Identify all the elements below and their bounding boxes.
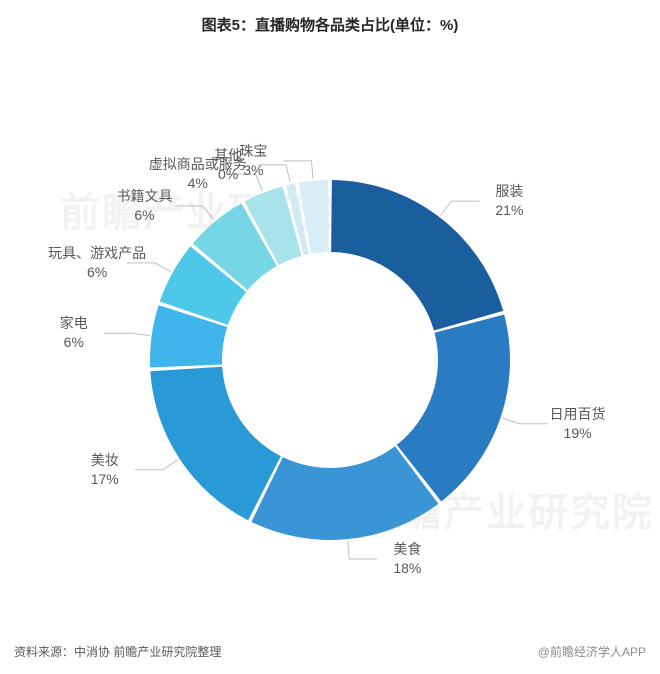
chart-title: 图表5：直播购物各品类占比(单位：%) (0, 14, 660, 35)
slice-label-value: 17% (91, 471, 119, 487)
slice-label: 玩具、游戏产品 6% (48, 244, 146, 282)
slice-label: 珠宝 3% (239, 142, 267, 180)
donut-slice (150, 367, 280, 520)
leader-line (283, 161, 313, 179)
slice-label-value: 6% (134, 207, 154, 223)
donut-chart (0, 0, 660, 674)
slice-label-value: 21% (495, 202, 523, 218)
leader-line (104, 333, 150, 335)
leader-line (503, 418, 548, 424)
leader-line (348, 541, 378, 559)
slice-label-name: 珠宝 (239, 143, 267, 159)
slice-label-value: 6% (64, 334, 84, 350)
slice-label-name: 日用百货 (550, 406, 606, 422)
slice-label: 美食 18% (393, 540, 421, 578)
slice-label: 其他 0% (214, 146, 242, 184)
source-caption: 资料来源：中消协 前瞻产业研究院整理 (14, 643, 221, 660)
slice-label-name: 家电 (60, 315, 88, 331)
slice-label-value: 19% (564, 425, 592, 441)
slice-label: 日用百货 19% (550, 405, 606, 443)
slice-label-name: 美妆 (91, 452, 119, 468)
slice-label: 服装 21% (495, 182, 523, 220)
slice-label-value: 3% (243, 162, 263, 178)
slice-label-name: 其他 (214, 147, 242, 163)
slice-label-name: 服装 (495, 183, 523, 199)
slice-label-value: 4% (188, 175, 208, 191)
leader-line (175, 206, 214, 220)
leader-line (135, 460, 178, 470)
slice-label-value: 6% (87, 264, 107, 280)
slice-label-name: 玩具、游戏产品 (48, 245, 146, 261)
slice-label-value: 0% (218, 166, 238, 182)
leader-line (440, 201, 479, 215)
footer-attribution: @前瞻经济学人APP (538, 643, 646, 660)
slice-label: 美妆 17% (91, 451, 119, 489)
slice-label-name: 美食 (393, 541, 421, 557)
donut-slice (331, 180, 503, 331)
slice-label: 家电 6% (60, 314, 88, 352)
slice-label-value: 18% (393, 560, 421, 576)
